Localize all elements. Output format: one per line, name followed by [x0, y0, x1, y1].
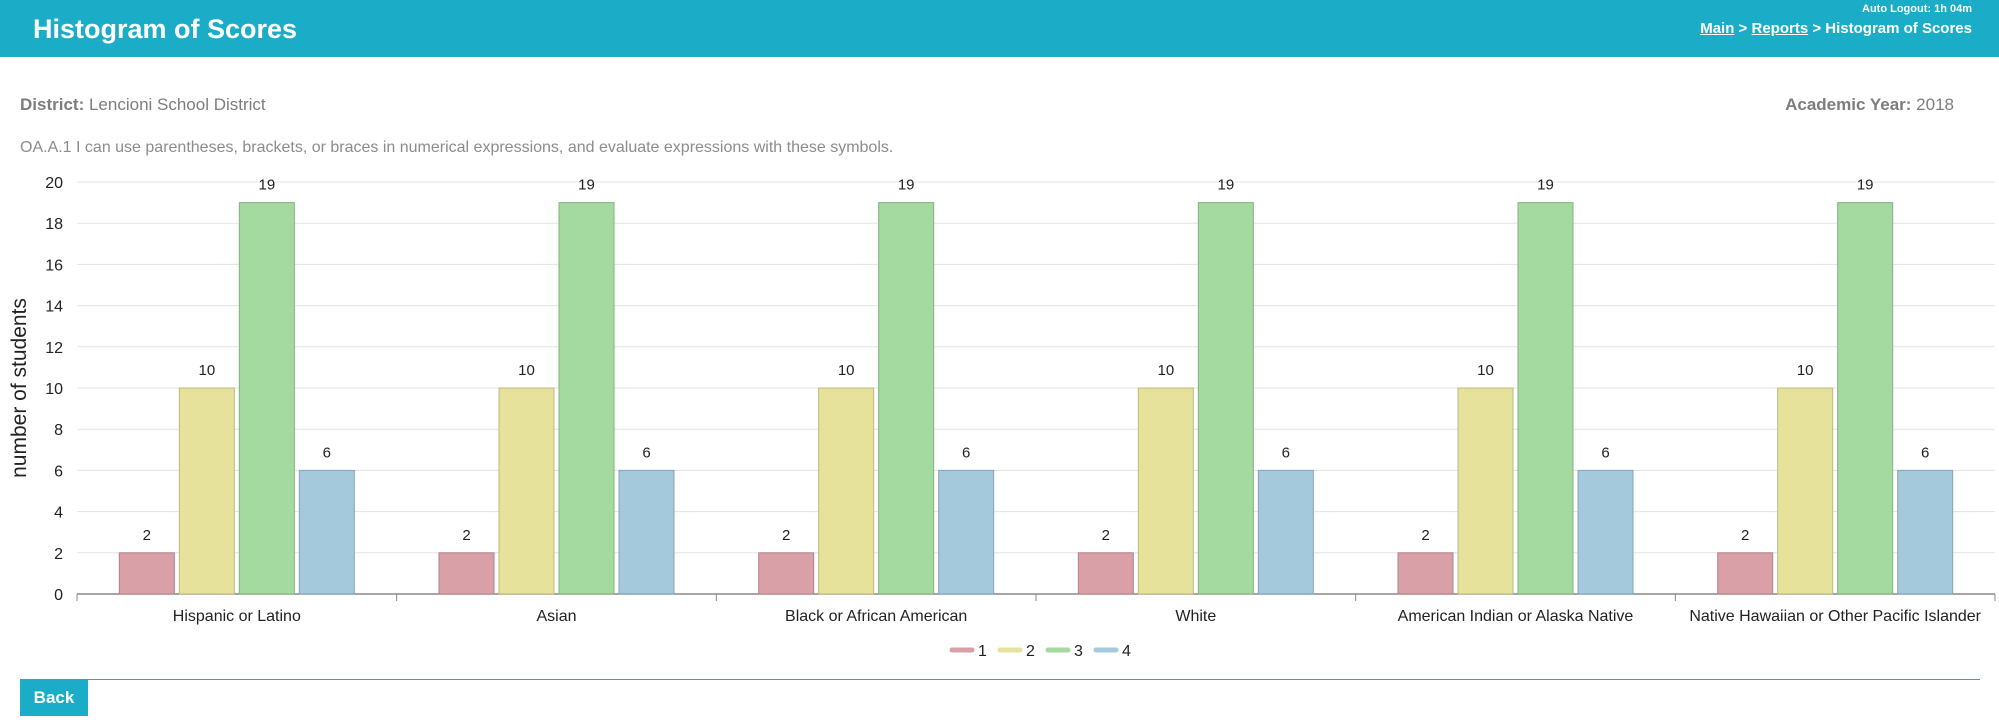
bar [758, 552, 815, 595]
y-tick-label: 2 [54, 546, 63, 563]
bar-value-label: 6 [962, 444, 970, 461]
district-label: District: [20, 95, 85, 114]
bar [1397, 552, 1454, 595]
bar [618, 469, 675, 595]
page-title: Histogram of Scores [33, 14, 298, 44]
y-tick-label: 6 [54, 463, 63, 480]
y-axis-label: number of students [8, 298, 31, 478]
y-tick-label: 4 [54, 505, 63, 522]
y-tick-label: 14 [45, 299, 63, 316]
bar [1257, 469, 1314, 595]
district-info: District: Lencioni School District [20, 95, 266, 115]
academic-year-label: Academic Year: [1785, 95, 1912, 114]
breadcrumb-main-link[interactable]: Main [1700, 20, 1735, 37]
legend-label: 1 [978, 643, 987, 660]
back-button[interactable]: Back [20, 680, 88, 716]
bar-value-label: 6 [1282, 444, 1290, 461]
x-category-label: White [1175, 608, 1216, 625]
bar-value-label: 10 [518, 362, 535, 379]
auto-logout-timer: Auto Logout: 1h 04m [1862, 3, 1972, 15]
bar-value-label: 2 [462, 527, 470, 544]
bar-value-label: 2 [1421, 527, 1429, 544]
bar [938, 469, 995, 595]
bar-value-label: 19 [1217, 177, 1234, 194]
bar [1197, 202, 1254, 595]
bar-value-label: 10 [1157, 362, 1174, 379]
bar-value-label: 10 [838, 362, 855, 379]
bar [1717, 552, 1774, 595]
bar [1837, 202, 1894, 595]
bar-value-label: 2 [1102, 527, 1110, 544]
y-tick-label: 12 [45, 340, 63, 357]
y-tick-label: 18 [45, 216, 63, 233]
bar [818, 387, 875, 595]
academic-year-value: 2018 [1916, 95, 1954, 114]
bar [1897, 469, 1954, 595]
bar-value-label: 6 [1601, 444, 1609, 461]
bar-value-label: 6 [323, 444, 331, 461]
bar [298, 469, 355, 595]
bar-value-label: 6 [1921, 444, 1929, 461]
breadcrumb: Main > Reports > Histogram of Scores [1700, 20, 1972, 37]
header-bar: Histogram of Scores Auto Logout: 1h 04m … [0, 0, 1999, 57]
x-category-label: American Indian or Alaska Native [1398, 608, 1634, 625]
y-tick-label: 16 [45, 257, 63, 274]
y-tick-label: 8 [54, 422, 63, 439]
bar [498, 387, 555, 595]
bar-value-label: 19 [898, 177, 915, 194]
district-value: Lencioni School District [88, 95, 266, 114]
bar [1077, 552, 1134, 595]
bar-value-label: 19 [1857, 177, 1874, 194]
bar [1457, 387, 1514, 595]
y-tick-label: 10 [45, 381, 63, 398]
bar [1777, 387, 1834, 595]
bar [1517, 202, 1574, 595]
bar-value-label: 6 [642, 444, 650, 461]
x-category-label: Native Hawaiian or Other Pacific Islande… [1689, 608, 1981, 625]
breadcrumb-separator: > [1812, 20, 1822, 37]
bar-value-label: 10 [1477, 362, 1494, 379]
x-category-label: Hispanic or Latino [173, 608, 301, 625]
bar [438, 552, 495, 595]
bar [878, 202, 935, 595]
x-category-label: Black or African American [785, 608, 967, 625]
academic-year-info: Academic Year: 2018 [1785, 95, 1954, 115]
bar-value-label: 10 [198, 362, 215, 379]
legend-label: 2 [1026, 643, 1035, 660]
divider [20, 679, 1980, 680]
bar-value-label: 19 [258, 177, 275, 194]
breadcrumb-current: Histogram of Scores [1825, 20, 1972, 37]
bar-value-label: 10 [1797, 362, 1814, 379]
bar [1137, 387, 1194, 595]
bar-value-label: 2 [143, 527, 151, 544]
legend-label: 4 [1122, 643, 1131, 660]
bar [1577, 469, 1634, 595]
breadcrumb-separator: > [1738, 20, 1748, 37]
bar-value-label: 19 [578, 177, 595, 194]
x-category-label: Asian [536, 608, 576, 625]
bar-value-label: 2 [782, 527, 790, 544]
legend-label: 3 [1074, 643, 1083, 660]
bar [178, 387, 235, 595]
breadcrumb-reports-link[interactable]: Reports [1751, 20, 1809, 37]
bar [238, 202, 295, 595]
bar-value-label: 2 [1741, 527, 1749, 544]
y-tick-label: 0 [54, 587, 63, 604]
bar [558, 202, 615, 595]
bar [118, 552, 175, 595]
standard-description: OA.A.1 I can use parentheses, brackets, … [20, 139, 894, 156]
y-tick-label: 20 [45, 175, 63, 192]
bar-value-label: 19 [1537, 177, 1554, 194]
